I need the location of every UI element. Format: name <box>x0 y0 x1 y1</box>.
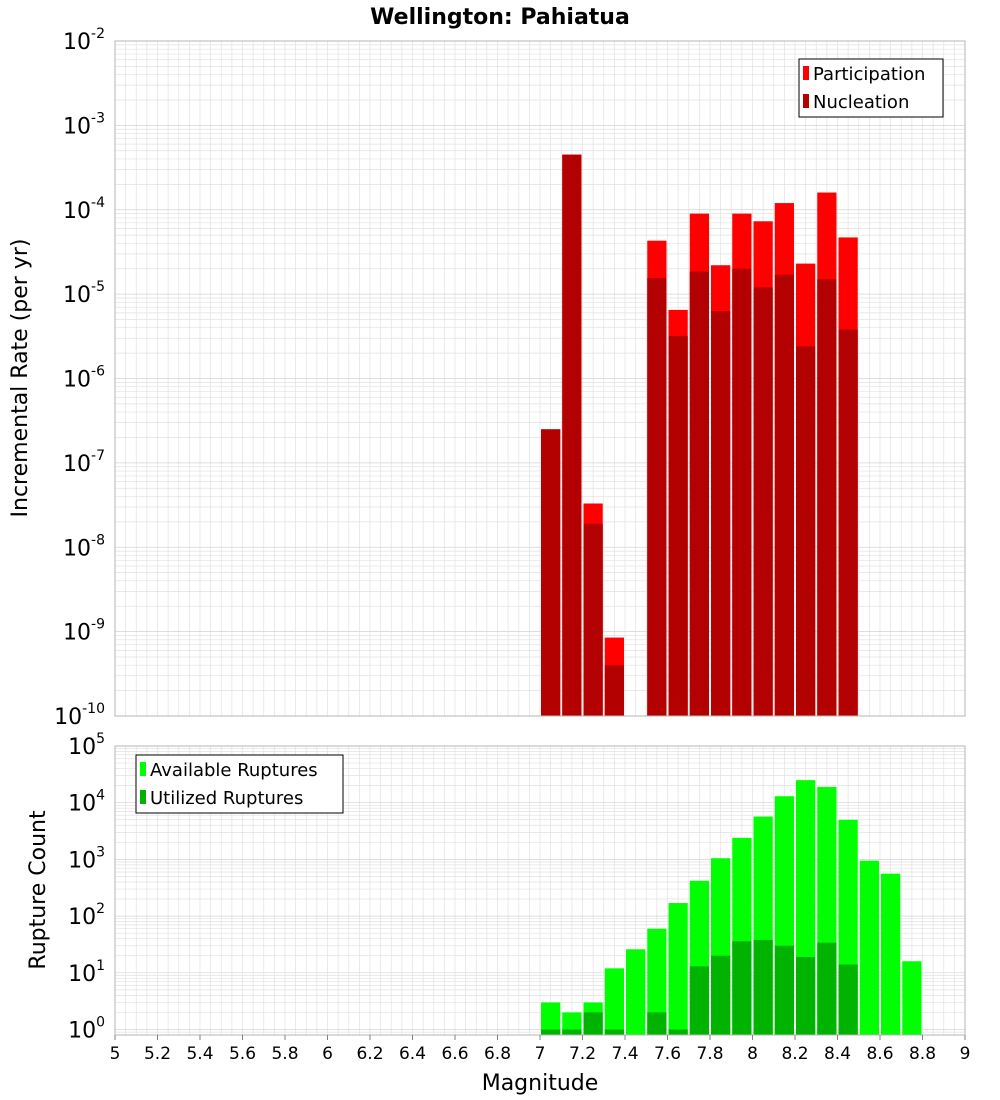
x-tick-label: 6.2 <box>356 1044 383 1064</box>
y-tick-label: 10-5 <box>63 279 105 308</box>
bar-available-ruptures <box>626 949 646 1035</box>
rate-panel-border <box>114 40 966 717</box>
bar-utilized-ruptures <box>541 1029 561 1035</box>
x-tick-label: 5.6 <box>229 1044 256 1064</box>
x-tick-label: 6.4 <box>399 1044 426 1064</box>
y-tick-label: 10-6 <box>63 364 105 393</box>
bar-available-ruptures <box>604 968 624 1035</box>
bar-available-ruptures <box>859 860 879 1035</box>
x-tick-label: 8.8 <box>909 1044 936 1064</box>
bar-nucleation <box>647 278 667 716</box>
x-tick-label: 6.8 <box>484 1044 511 1064</box>
count-panel-y-ticks: 100 101 102 103 104 105 <box>68 731 105 1044</box>
legend-swatch-available <box>140 762 146 776</box>
bar-utilized-ruptures <box>732 941 752 1035</box>
y-tick-label: 10-9 <box>63 617 105 646</box>
bar-nucleation <box>541 429 561 716</box>
bar-available-ruptures <box>902 961 922 1035</box>
bar-nucleation <box>689 271 709 716</box>
x-tick-label: 6 <box>322 1044 333 1064</box>
y-tick-label: 101 <box>68 958 105 987</box>
bar-utilized-ruptures <box>689 966 709 1035</box>
rate-panel: 10-10 10-9 10-8 10-7 10-6 10-5 10-4 10-3 10-2 In… <box>8 26 966 730</box>
rate-panel-bars <box>541 154 858 717</box>
x-tick-label: 7.8 <box>696 1044 723 1064</box>
x-tick-label: 5.8 <box>271 1044 298 1064</box>
x-tick-label: 5 <box>110 1044 121 1064</box>
bar-nucleation <box>562 154 582 716</box>
y-tick-label: 103 <box>68 844 105 873</box>
x-axis-label: Magnitude <box>482 1071 599 1096</box>
count-panel-y-axis-label: Rupture Count <box>26 810 51 970</box>
legend-label-participation: Participation <box>813 64 925 85</box>
rate-panel-y-axis-label: Incremental Rate (per yr) <box>8 239 33 518</box>
bar-utilized-ruptures <box>583 1012 603 1035</box>
count-panel-bars <box>541 780 922 1035</box>
y-tick-label: 10-2 <box>63 26 105 55</box>
x-tick-label: 5.2 <box>144 1044 171 1064</box>
y-tick-label: 104 <box>68 788 105 817</box>
bar-utilized-ruptures <box>774 945 794 1035</box>
bar-nucleation <box>604 665 624 716</box>
count-panel-legend: Available Ruptures Utilized Ruptures <box>135 754 344 814</box>
bar-utilized-ruptures <box>604 1029 624 1035</box>
legend-label-utilized: Utilized Ruptures <box>150 788 303 809</box>
legend-box <box>135 754 344 814</box>
count-panel-x-ticks: 5 5.2 5.4 5.6 5.8 6 6.2 6.4 6.6 6.8 7 7.2 7.4 7.6 7.8 8… <box>110 1035 971 1064</box>
y-tick-label: 10-10 <box>54 701 105 730</box>
bar-utilized-ruptures <box>711 955 731 1035</box>
bar-available-ruptures <box>647 928 667 1035</box>
bar-utilized-ruptures <box>753 939 773 1035</box>
bar-nucleation <box>753 287 773 716</box>
chart-title: Wellington: Pahiatua <box>370 5 630 30</box>
rate-panel-legend: Participation Nucleation <box>798 58 944 118</box>
x-tick-label: 8.2 <box>781 1044 808 1064</box>
legend-swatch-participation <box>803 66 809 80</box>
bar-nucleation <box>732 268 752 716</box>
x-tick-label: 8 <box>747 1044 758 1064</box>
bar-nucleation <box>838 329 858 716</box>
y-tick-label: 100 <box>68 1015 105 1044</box>
bar-available-ruptures <box>881 873 901 1035</box>
x-tick-label: 7.4 <box>611 1044 638 1064</box>
x-tick-label: 8.4 <box>824 1044 851 1064</box>
y-tick-label: 102 <box>68 901 105 930</box>
y-tick-label: 10-3 <box>63 110 105 139</box>
bar-nucleation <box>711 311 731 716</box>
x-tick-label: 7 <box>535 1044 546 1064</box>
bar-available-ruptures <box>668 903 688 1035</box>
x-tick-label: 7.6 <box>654 1044 681 1064</box>
bar-utilized-ruptures <box>562 1029 582 1035</box>
bar-utilized-ruptures <box>817 942 837 1035</box>
bar-nucleation <box>817 279 837 716</box>
bar-utilized-ruptures <box>838 964 858 1035</box>
bar-utilized-ruptures <box>647 1012 667 1035</box>
bar-available-ruptures <box>541 1002 561 1035</box>
rate-panel-y-ticks: 10-10 10-9 10-8 10-7 10-6 10-5 10-4 10-3 10-2 <box>54 26 105 730</box>
bar-utilized-ruptures <box>668 1029 688 1035</box>
y-tick-label: 105 <box>68 731 105 760</box>
legend-swatch-utilized <box>140 790 146 804</box>
y-tick-label: 10-8 <box>63 532 105 561</box>
legend-box <box>798 58 944 118</box>
y-tick-label: 10-7 <box>63 448 105 477</box>
legend-label-available: Available Ruptures <box>150 760 318 781</box>
bar-utilized-ruptures <box>796 956 816 1035</box>
x-tick-label: 8.6 <box>866 1044 893 1064</box>
count-panel: 100 101 102 103 104 105 5 5.2 5.4 5.6 5.8 6 6.2 6.4 6… <box>26 731 970 1096</box>
bar-nucleation <box>583 523 603 716</box>
legend-swatch-nucleation <box>803 94 809 108</box>
bar-nucleation <box>668 335 688 716</box>
x-tick-label: 7.2 <box>569 1044 596 1064</box>
x-tick-label: 9 <box>960 1044 971 1064</box>
y-tick-label: 10-4 <box>63 195 105 224</box>
rate-panel-grid <box>114 40 966 717</box>
x-tick-label: 5.4 <box>186 1044 213 1064</box>
legend-label-nucleation: Nucleation <box>813 92 909 113</box>
bar-available-ruptures <box>562 1012 582 1035</box>
bar-nucleation <box>774 274 794 716</box>
x-tick-label: 6.6 <box>441 1044 468 1064</box>
bar-nucleation <box>796 346 816 716</box>
